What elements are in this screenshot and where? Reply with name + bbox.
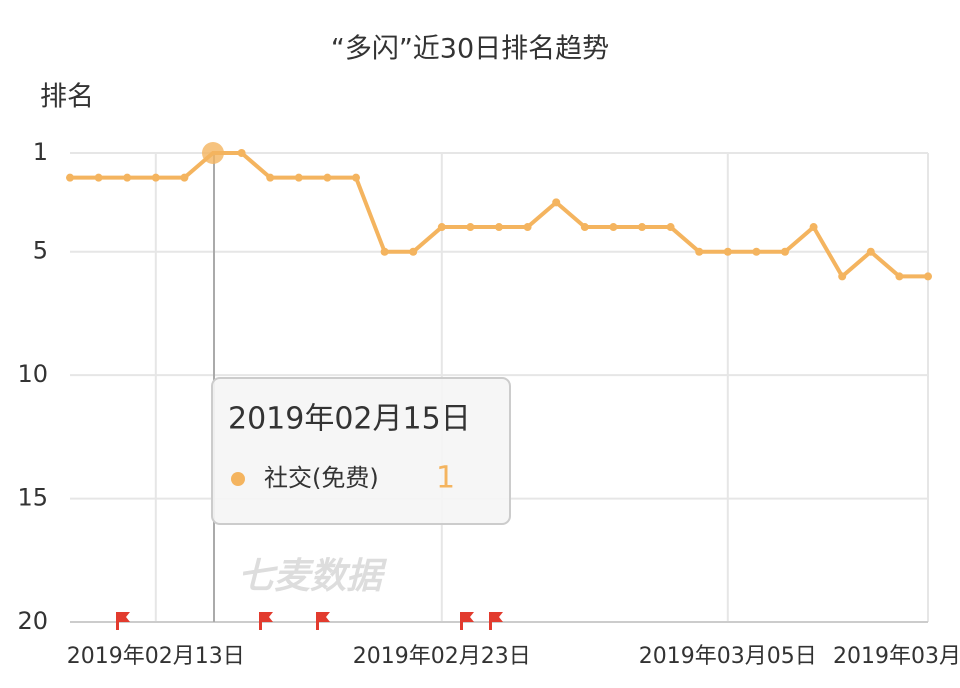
x-tick-label: 2019年02月13日 [67,644,245,669]
y-tick-label: 15 [17,484,48,512]
point [352,173,360,182]
point [66,173,74,182]
point [266,173,275,182]
point [580,223,589,232]
tooltip-series: 社交(免费) [264,464,379,492]
x-tick-label: 2019年03月12日 [833,644,960,669]
tooltip: 2019年02月15日 社交(免费) 1 [211,377,511,525]
flag-icon [460,612,474,630]
point [437,223,446,232]
flag-icon [259,612,273,630]
point [723,247,732,256]
point [323,173,332,182]
flag-icon [489,612,503,630]
y-tick-label: 20 [17,607,48,635]
flag-icon [316,612,330,630]
chart-title: “多闪”近30日排名趋势 [331,34,609,65]
point [495,223,503,232]
x-tick-label: 2019年03月05日 [639,644,817,669]
tooltip-marker [231,472,245,486]
flags [116,612,503,630]
point [866,247,875,256]
tooltip-value: 1 [436,461,455,496]
point [180,173,189,182]
point [151,173,160,182]
point [523,223,532,232]
point [638,223,646,232]
x-tick-label: 2019年02月23日 [353,644,531,669]
point [123,173,132,182]
point [695,247,704,256]
point [409,247,418,256]
point [94,173,103,182]
point [924,272,932,281]
line [70,151,928,280]
y-tick-label: 5 [33,237,48,265]
point [609,223,618,232]
point [552,198,561,207]
point [466,223,475,232]
y-tick-label: 10 [17,360,48,388]
tooltip-box [211,377,511,525]
y-axis-title: 排名 [40,82,94,113]
point [666,223,675,232]
point [809,223,818,232]
point [294,173,303,182]
point [895,272,904,281]
point [752,247,761,256]
tooltip-title: 2019年02月15日 [228,402,471,437]
y-tick-label: 1 [33,138,48,166]
watermark: 七麦数据 [238,556,388,597]
point [202,142,224,164]
point [380,247,389,256]
point [781,247,789,256]
flag-icon [116,612,130,630]
point [838,272,847,281]
point [237,149,246,157]
